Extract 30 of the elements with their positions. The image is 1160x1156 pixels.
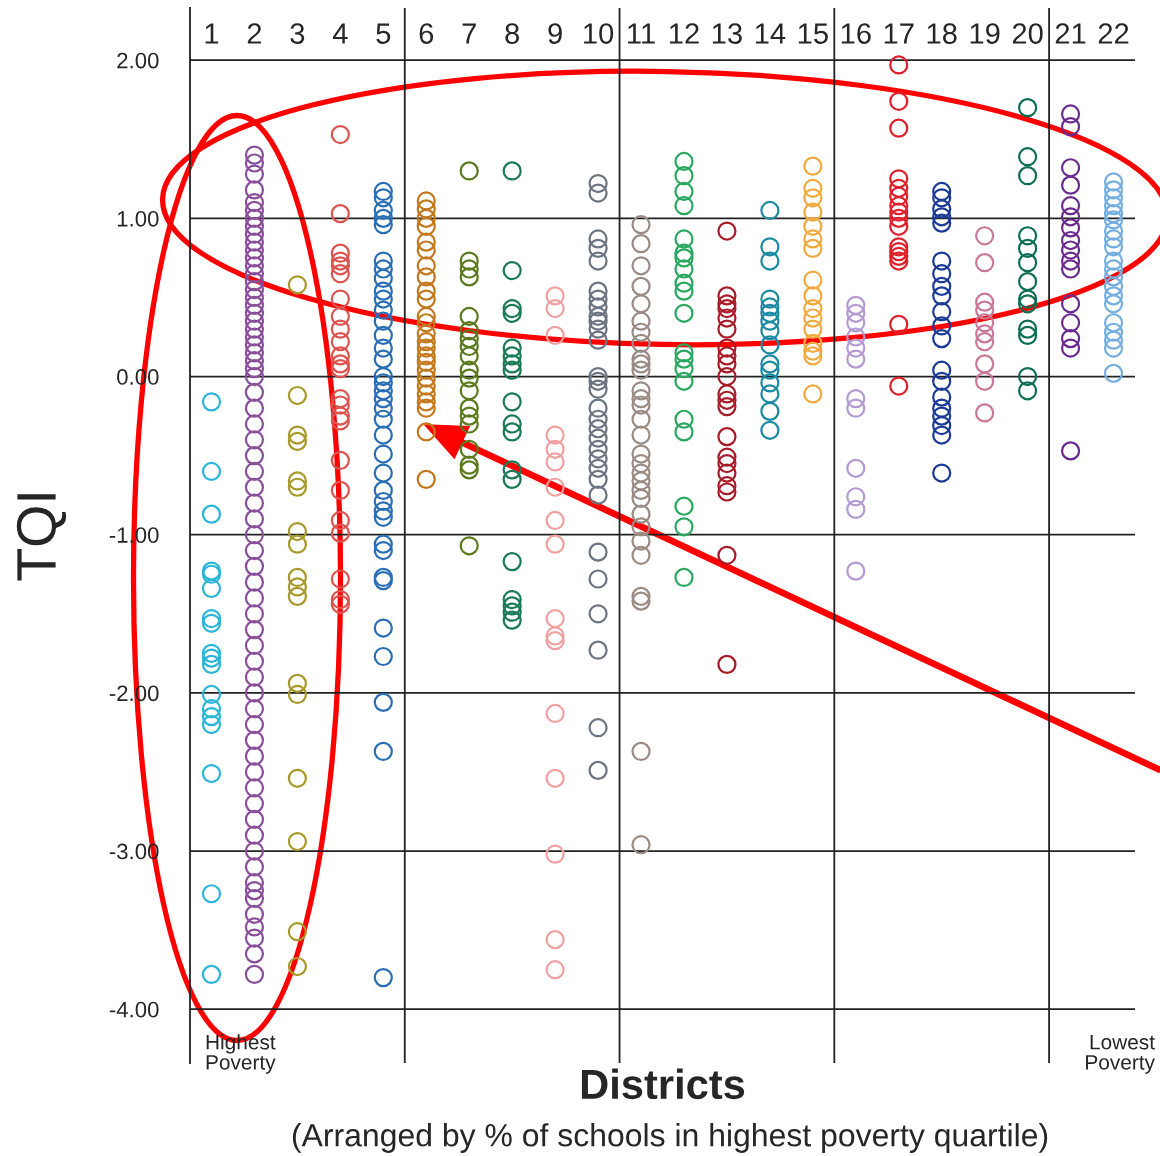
x-axis-title: Districts xyxy=(581,1068,745,1100)
y-axis-title: TQI xyxy=(16,494,67,581)
x-tick-label: 6 xyxy=(419,23,434,44)
x-tick-label: 14 xyxy=(755,23,786,44)
x-tick-label: 22 xyxy=(1098,23,1129,44)
y-tick-label: 2.00 xyxy=(117,52,159,69)
x-tick-label: 4 xyxy=(332,23,348,44)
y-tick-label: -4.00 xyxy=(109,1001,159,1018)
x-tick-label: 8 xyxy=(505,23,519,44)
x-tick-label: 11 xyxy=(628,23,655,44)
annotation: Lowest Poverty xyxy=(1086,1034,1155,1074)
x-tick-label: 10 xyxy=(584,23,614,44)
x-tick-label: 13 xyxy=(712,23,742,44)
annotation: Highest Poverty xyxy=(206,1034,276,1074)
y-tick-label: 1.00 xyxy=(117,210,159,227)
x-tick-label: 7 xyxy=(462,23,476,44)
x-tick-label: 3 xyxy=(290,23,305,44)
x-tick-label: 19 xyxy=(970,23,1000,44)
x-tick-label: 9 xyxy=(548,23,562,44)
x-tick-label: 1 xyxy=(205,23,219,44)
x-tick-label: 12 xyxy=(669,23,699,44)
text: (Arranged by % of schools in highest poverty quartile) xyxy=(292,1123,1048,1153)
x-tick-label: 17 xyxy=(884,23,914,44)
x-tick-label: 2 xyxy=(247,23,262,44)
x-tick-label: 15 xyxy=(798,23,828,44)
x-tick-label: 21 xyxy=(1055,23,1086,44)
x-tick-label: 5 xyxy=(376,23,391,44)
x-tick-label: 18 xyxy=(927,23,957,44)
x-tick-label: 20 xyxy=(1012,23,1043,44)
x-tick-label: 16 xyxy=(841,23,871,44)
